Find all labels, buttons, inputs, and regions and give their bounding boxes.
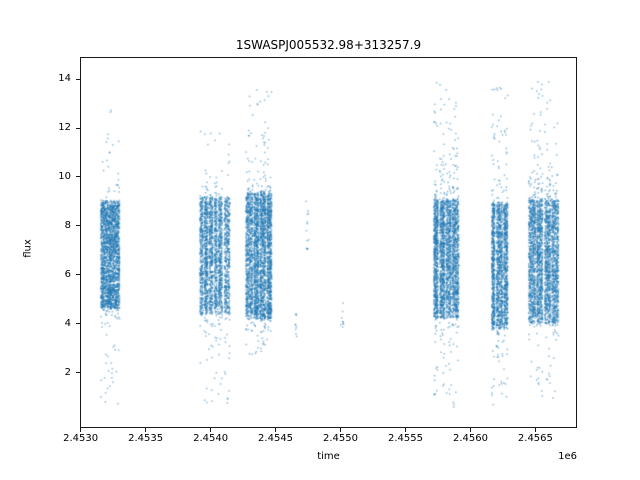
y-tick-mark — [76, 372, 80, 374]
x-tick-mark — [404, 428, 406, 432]
y-axis-label: flux — [22, 239, 34, 258]
y-tick-mark — [76, 78, 80, 80]
x-tick-mark — [340, 428, 342, 432]
x-tick-mark — [534, 428, 536, 432]
y-tick-label: 6 — [64, 268, 71, 280]
x-tick-label: 2.4545 — [258, 433, 294, 444]
x-axis-offset-label: 1e6 — [558, 451, 577, 462]
y-tick-mark — [76, 323, 80, 325]
x-tick-mark — [145, 428, 147, 432]
x-tick-mark — [275, 428, 277, 432]
x-tick-mark — [80, 428, 82, 432]
y-tick-label: 10 — [58, 170, 71, 182]
x-tick-label: 2.4565 — [517, 433, 553, 444]
x-axis-label: time — [317, 451, 340, 462]
y-tick-mark — [76, 225, 80, 227]
x-tick-label: 2.4530 — [63, 433, 99, 444]
x-tick-label: 2.4550 — [323, 433, 359, 444]
y-tick-label: 14 — [58, 73, 71, 85]
x-tick-mark — [210, 428, 212, 432]
y-tick-label: 2 — [64, 366, 71, 378]
y-tick-label: 4 — [64, 317, 71, 329]
x-tick-label: 2.4560 — [452, 433, 488, 444]
y-tick-mark — [76, 274, 80, 276]
x-tick-label: 2.4540 — [193, 433, 229, 444]
y-tick-mark — [76, 176, 80, 178]
x-tick-mark — [469, 428, 471, 432]
x-tick-label: 2.4535 — [128, 433, 164, 444]
y-tick-label: 8 — [64, 219, 71, 231]
plot-area — [80, 57, 577, 428]
y-tick-mark — [76, 127, 80, 129]
y-tick-label: 12 — [58, 122, 71, 134]
chart-title: 1SWASPJ005532.98+313257.9 — [235, 38, 422, 52]
x-tick-label: 2.4555 — [387, 433, 423, 444]
